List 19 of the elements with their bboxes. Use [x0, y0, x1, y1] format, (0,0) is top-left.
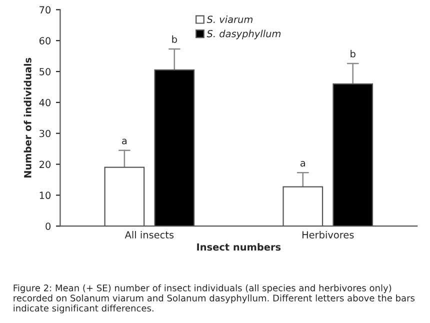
x-tick-label: Herbivores	[302, 230, 354, 238]
y-tick-label: 10	[40, 192, 51, 200]
annotation: b	[350, 50, 356, 58]
annotation: a	[122, 138, 127, 144]
caption: Figure 2: Mean (+ SE) number of insect individuals (all species and herbivores only) recorded on Solanum viarum and Solanum dasyphyllum. Different letters above the bars indicate significant differences.	[14, 284, 415, 314]
y-tick-label: 60	[39, 37, 51, 44]
y-tick-label: 50	[40, 68, 51, 76]
x-tick-label: All insects	[124, 230, 174, 238]
y-tick-label: 30	[40, 130, 51, 138]
x-axis-title: Insect numbers	[197, 243, 281, 251]
y-tick-label: 0	[46, 222, 51, 230]
y-axis-title: Number of individuals	[24, 58, 32, 178]
legend-label: S. dasyphyllum	[206, 30, 281, 40]
y-tick-label: 70	[40, 6, 51, 14]
legend-label: S. viarum	[206, 16, 253, 24]
y-tick-label: 40	[39, 98, 51, 106]
annotation: a	[300, 160, 305, 167]
annotation: b	[172, 35, 177, 43]
y-tick-label: 20	[40, 160, 51, 168]
